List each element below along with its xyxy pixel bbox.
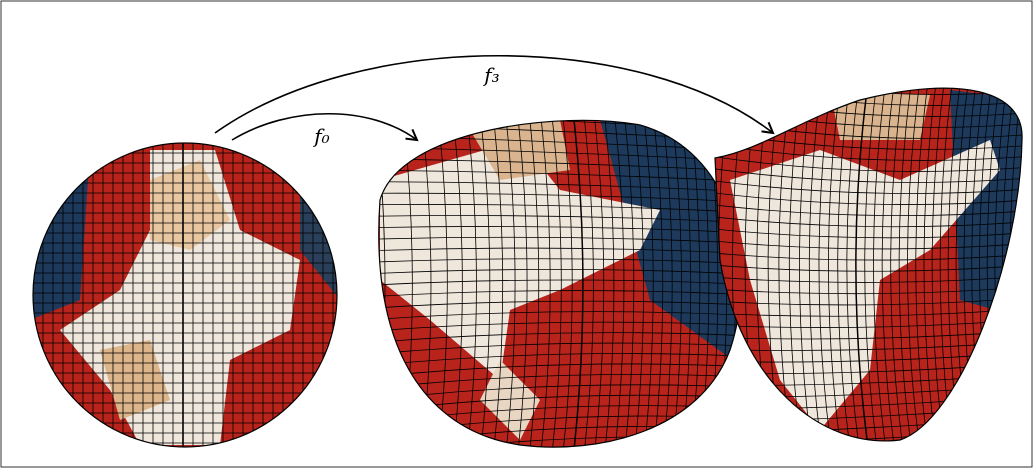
grid-line xyxy=(623,120,635,448)
grid-line xyxy=(890,88,904,441)
grid-line xyxy=(715,180,1023,194)
grid-line xyxy=(837,88,851,441)
grid-line xyxy=(715,168,1023,183)
grid-line xyxy=(715,297,1023,306)
grid-line xyxy=(528,120,540,448)
source-outline xyxy=(32,142,338,448)
grid-line xyxy=(378,363,742,378)
grid-line xyxy=(378,373,742,389)
grid-line xyxy=(715,286,1023,295)
grid-line xyxy=(378,181,742,193)
grid-line xyxy=(378,192,742,204)
grid-line xyxy=(855,88,870,441)
grid-line xyxy=(479,120,491,448)
grid-line xyxy=(583,120,594,448)
grid-line xyxy=(378,332,742,343)
arrow-label: f₃ xyxy=(482,63,499,87)
grid-line xyxy=(378,169,742,183)
grid-line xyxy=(378,300,742,309)
grid-line xyxy=(516,120,528,448)
grid-line xyxy=(846,88,860,441)
grid-line xyxy=(715,228,1023,239)
grid-line xyxy=(808,88,823,441)
grid-line xyxy=(550,120,562,448)
grid-line xyxy=(572,120,584,448)
grid-line xyxy=(378,279,742,286)
grid-line xyxy=(799,88,813,441)
grid-line xyxy=(898,88,913,441)
grid-line xyxy=(378,258,742,265)
grid-line xyxy=(715,204,1023,217)
grid-line xyxy=(378,226,742,234)
grid-line xyxy=(652,120,664,448)
grid-line xyxy=(378,342,742,355)
grid-line xyxy=(378,204,742,214)
grid-line xyxy=(378,353,742,366)
grid-line xyxy=(915,88,929,441)
grid-line xyxy=(661,120,673,448)
arrow-f3 xyxy=(214,54,775,135)
grid-line xyxy=(715,216,1023,228)
grid-line xyxy=(466,120,477,448)
grid-line xyxy=(873,88,887,441)
grid-line xyxy=(931,88,946,441)
grid-line xyxy=(818,88,832,441)
grid-line xyxy=(715,192,1023,205)
grid-line xyxy=(378,236,742,245)
grid-line xyxy=(907,88,921,441)
grid-line xyxy=(561,120,573,448)
grid-line xyxy=(613,120,625,448)
grid-line xyxy=(828,88,842,441)
grid-line xyxy=(378,268,742,276)
grid-line xyxy=(715,240,1023,250)
grid-line xyxy=(378,321,742,332)
grid-line xyxy=(671,120,682,448)
grid-line xyxy=(788,88,803,441)
grid-line xyxy=(504,120,516,448)
grid-line xyxy=(378,290,742,297)
grid-line xyxy=(378,215,742,224)
arrow-f0 xyxy=(231,113,419,142)
grid-line xyxy=(715,252,1023,261)
grid-line xyxy=(603,120,615,448)
grid-line xyxy=(923,88,937,441)
arrow-label: f₀ xyxy=(312,124,329,148)
grid-line xyxy=(881,88,896,441)
source-grid xyxy=(33,143,337,447)
grid-line xyxy=(715,144,1023,161)
grid-line xyxy=(715,264,1023,272)
grid-line xyxy=(378,247,742,255)
grid-line xyxy=(593,120,605,448)
grid-line xyxy=(492,120,504,448)
grid-line xyxy=(378,311,742,320)
grid-line xyxy=(715,275,1023,283)
grid-line xyxy=(864,88,878,441)
grid-line xyxy=(715,156,1023,172)
grid-line xyxy=(539,120,551,448)
source-image xyxy=(33,143,337,447)
